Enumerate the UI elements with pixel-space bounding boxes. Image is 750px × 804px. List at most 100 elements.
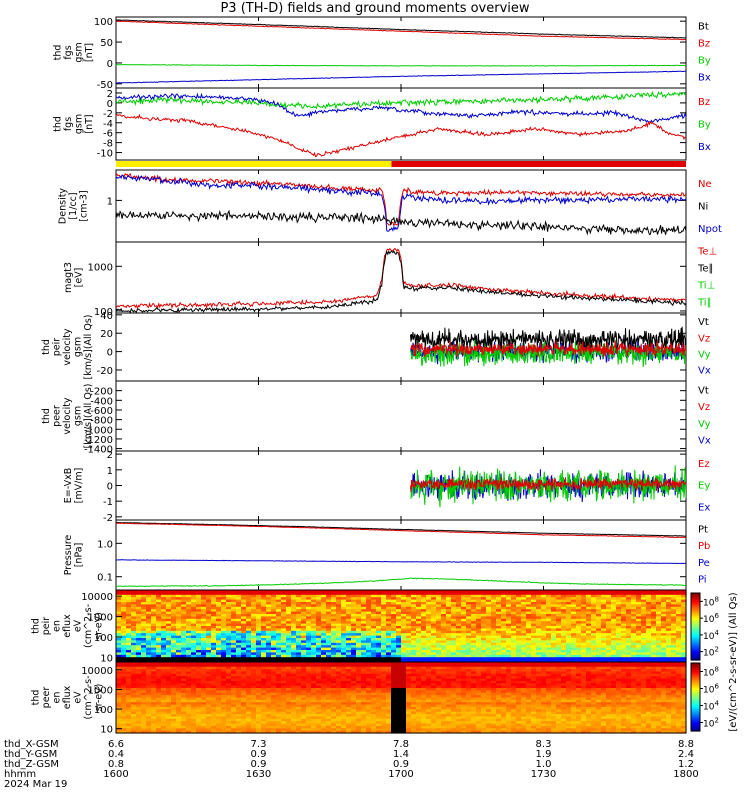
y-axis-label: [1/cc]	[68, 192, 79, 219]
y-tick-label: -10	[97, 149, 113, 160]
y-axis-label: magt3	[63, 262, 74, 293]
y-axis-label: thd	[31, 618, 42, 634]
legend-entry: By	[698, 119, 711, 130]
panel-frame	[116, 242, 686, 313]
panel-frame	[116, 381, 686, 451]
y-axis-label: [nPa]	[73, 543, 84, 568]
colorbar-tick-label: 106	[703, 683, 719, 696]
y-tick-label: 50	[100, 38, 113, 49]
y-axis-label: [km/s](All Qs)	[83, 384, 94, 449]
series-Bt	[116, 20, 686, 38]
time-axis-date: 2024 Mar 19	[4, 779, 67, 790]
y-axis-label: sr-eV)	[94, 684, 105, 712]
series-By	[116, 64, 686, 66]
colorbar-label: [eV/(cm^2-s-sr-eV)] (All Qs)	[728, 592, 739, 731]
legend-entry: Ne	[698, 179, 712, 190]
legend-entry: Vt	[698, 386, 709, 397]
y-axis-label: (cm^2-s-	[83, 604, 94, 648]
y-tick-label: 40	[100, 311, 113, 322]
y-axis-label: gsm	[73, 406, 84, 426]
y-tick-label: 0	[107, 348, 113, 359]
y-axis-label: eV	[73, 691, 84, 704]
y-axis-label: Pressure	[63, 535, 74, 576]
y-tick-label: 10	[100, 725, 113, 736]
colorbar-axis-label: [eV/(cm^2-s-sr-eV)] (All Qs)	[728, 592, 739, 731]
y-axis-label: Density	[58, 188, 69, 224]
spectrogram-cells	[116, 662, 687, 734]
colorbar-tick-label: 106	[703, 612, 719, 625]
legend-entry: Pi	[698, 575, 707, 586]
legend-entry: Pe	[698, 558, 710, 569]
y-tick-label: -1	[103, 497, 113, 508]
y-tick-label: 0	[107, 59, 113, 70]
y-axis-label: thd	[52, 45, 63, 61]
colorbar-tick-label: 104	[703, 629, 719, 642]
y-axis-label: [km/s](All Qs)	[83, 315, 94, 380]
y-axis-label: peer	[41, 687, 52, 709]
legend-entry: Vx	[698, 366, 711, 377]
legend-entry: Ey	[698, 481, 710, 492]
y-axis-label: gsm	[73, 337, 84, 357]
legend-entry: Vy	[698, 350, 711, 361]
y-tick-label: 100	[94, 17, 113, 28]
y-axis-label: [nT]	[84, 43, 95, 62]
y-axis-label: en	[52, 692, 63, 704]
y-axis-label: peer	[52, 405, 63, 427]
legend-entry: Te∥	[697, 264, 714, 275]
y-axis-label: velocity	[62, 397, 73, 435]
legend-entry: Bx	[698, 142, 711, 153]
time-axis-value: 1800	[673, 769, 698, 780]
panel-frame	[116, 17, 686, 88]
series-Pi	[116, 578, 686, 587]
series-Te⊥	[116, 249, 686, 309]
y-tick-label: 0.1	[97, 573, 113, 584]
y-axis-label: thd	[31, 690, 42, 706]
y-tick-label: 1000	[88, 262, 113, 273]
y-tick-label: 10000	[81, 592, 113, 603]
y-tick-label: 1	[107, 466, 113, 477]
legend-entry: Vt	[698, 317, 709, 328]
series-Pb	[116, 523, 686, 537]
y-axis-label: E=-VxB	[63, 468, 74, 503]
y-axis-label: gsm	[73, 114, 84, 134]
figure-title: P3 (TH-D) fields and ground moments over…	[0, 1, 750, 16]
mode-bar-segment	[392, 161, 687, 167]
y-tick-label: 20	[100, 329, 113, 340]
legend-entry: Bz	[698, 97, 710, 108]
y-tick-label: 1	[107, 196, 113, 207]
legend-entry: Pt	[698, 525, 708, 536]
y-axis-label: [cm-3]	[79, 190, 90, 221]
series-Bz	[116, 21, 686, 40]
time-axis-value: 1700	[388, 769, 413, 780]
series-Bz	[116, 115, 686, 157]
y-tick-label: 2	[107, 450, 113, 461]
y-axis-label: [nT]	[84, 114, 95, 133]
y-axis-label: thd	[52, 116, 63, 132]
colorbar-tick-label: 104	[703, 700, 719, 713]
legend-entry: Vy	[698, 419, 711, 430]
y-tick-label: -20	[97, 366, 113, 377]
colorbar-tick-label: 108	[703, 595, 719, 608]
legend-entry: Pb	[698, 541, 710, 552]
legend-entry: Ez	[698, 459, 710, 470]
y-axis-label: sr-eV)	[94, 612, 105, 640]
series-Pt	[116, 522, 686, 536]
legend-entry: Ti⊥	[697, 280, 715, 291]
y-tick-label: 10000	[81, 666, 113, 677]
legend-entry: Vx	[698, 436, 711, 447]
y-tick-label: 0	[107, 482, 113, 493]
y-axis-label: [mV/m]	[73, 468, 84, 504]
legend-entry: Vz	[698, 333, 710, 344]
time-axis-value: 1630	[246, 769, 271, 780]
spectrogram-cells	[116, 590, 687, 663]
